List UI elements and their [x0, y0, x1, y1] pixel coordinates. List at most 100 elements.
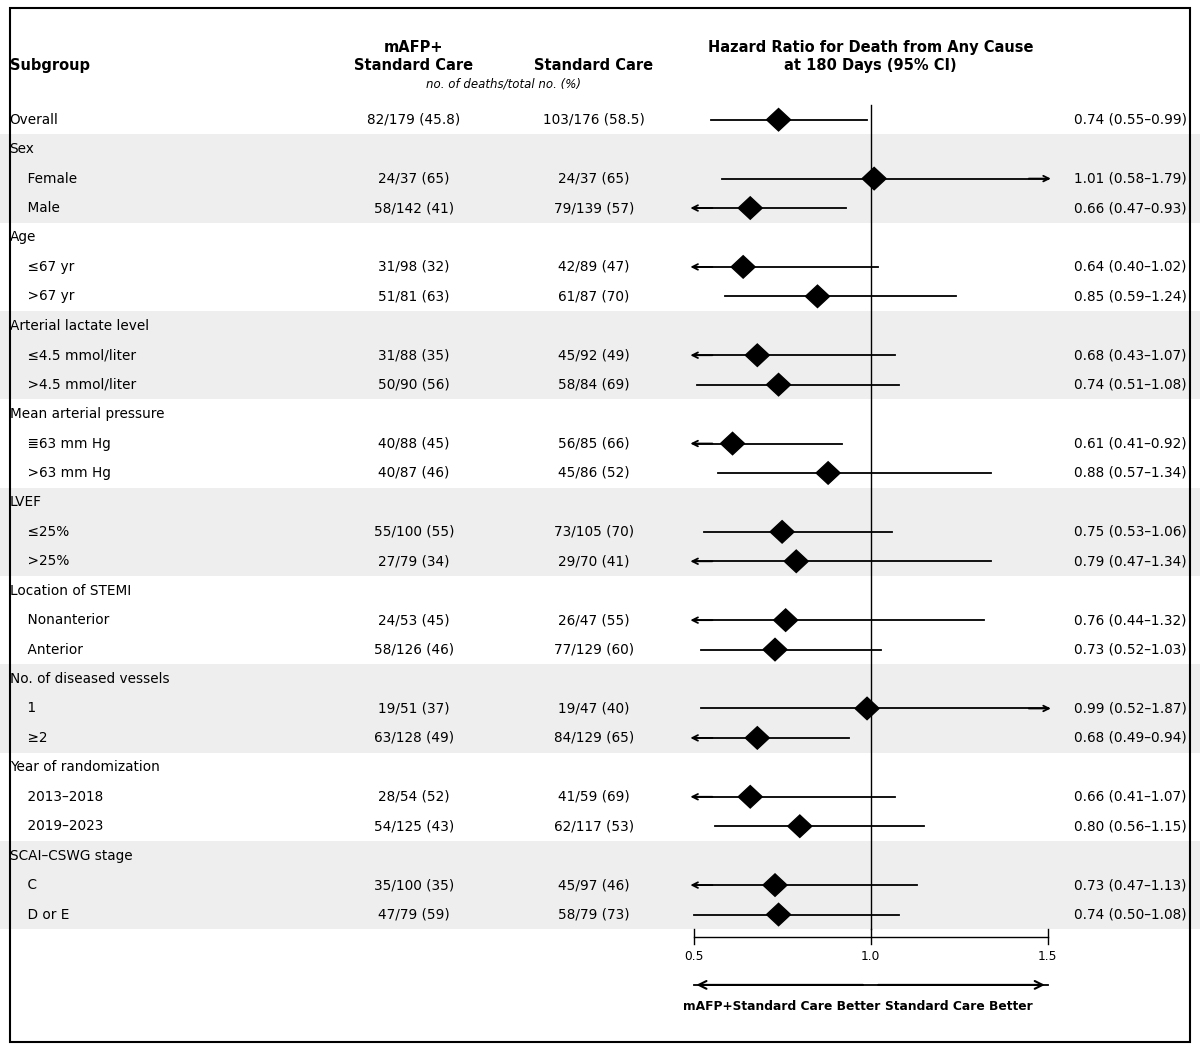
Bar	[0, 723, 1200, 753]
Polygon shape	[767, 374, 791, 396]
Polygon shape	[816, 462, 840, 484]
Text: 47/79 (59): 47/79 (59)	[378, 907, 450, 922]
Text: 45/86 (52): 45/86 (52)	[558, 466, 630, 480]
Text: 62/117 (53): 62/117 (53)	[554, 819, 634, 834]
Bar	[0, 547, 1200, 576]
Polygon shape	[856, 697, 880, 719]
Text: 58/84 (69): 58/84 (69)	[558, 378, 630, 392]
Text: 50/90 (56): 50/90 (56)	[378, 378, 450, 392]
Polygon shape	[738, 785, 762, 807]
Polygon shape	[745, 727, 769, 749]
Text: 1: 1	[10, 701, 36, 715]
Text: 40/88 (45): 40/88 (45)	[378, 437, 450, 450]
Text: ≤4.5 mmol/liter: ≤4.5 mmol/liter	[10, 349, 136, 362]
Text: 51/81 (63): 51/81 (63)	[378, 290, 450, 303]
Bar	[0, 134, 1200, 164]
Bar	[0, 193, 1200, 223]
Bar	[0, 900, 1200, 929]
Text: 31/98 (32): 31/98 (32)	[378, 260, 450, 274]
Bar	[0, 870, 1200, 900]
Polygon shape	[774, 609, 798, 631]
Polygon shape	[770, 521, 794, 543]
Polygon shape	[767, 903, 791, 926]
Text: 0.73 (0.52–1.03): 0.73 (0.52–1.03)	[1074, 643, 1187, 656]
Text: 58/142 (41): 58/142 (41)	[374, 201, 454, 215]
Text: Anterior: Anterior	[10, 643, 83, 656]
Text: 84/129 (65): 84/129 (65)	[554, 731, 634, 744]
Text: Overall: Overall	[10, 112, 59, 127]
Polygon shape	[763, 638, 787, 660]
Text: Standard Care: Standard Care	[534, 58, 654, 72]
Text: ≤67 yr: ≤67 yr	[10, 260, 74, 274]
Text: 1.0: 1.0	[860, 950, 881, 963]
Text: 0.73 (0.47–1.13): 0.73 (0.47–1.13)	[1074, 878, 1187, 892]
Text: Age: Age	[10, 230, 36, 245]
Bar	[0, 694, 1200, 723]
Text: 0.66 (0.41–1.07): 0.66 (0.41–1.07)	[1074, 790, 1187, 804]
Text: ≣63 mm Hg: ≣63 mm Hg	[10, 437, 110, 450]
Text: 35/100 (35): 35/100 (35)	[374, 878, 454, 892]
Text: 56/85 (66): 56/85 (66)	[558, 437, 630, 450]
Text: 54/125 (43): 54/125 (43)	[374, 819, 454, 834]
Text: 27/79 (34): 27/79 (34)	[378, 554, 450, 568]
Text: Standard Care: Standard Care	[354, 58, 474, 72]
Text: 2013–2018: 2013–2018	[10, 790, 103, 804]
Text: >67 yr: >67 yr	[10, 290, 74, 303]
Text: Arterial lactate level: Arterial lactate level	[10, 319, 149, 333]
Text: Standard Care Better: Standard Care Better	[886, 1000, 1033, 1012]
Text: 19/47 (40): 19/47 (40)	[558, 701, 630, 715]
Text: 77/129 (60): 77/129 (60)	[554, 643, 634, 656]
Text: Nonanterior: Nonanterior	[10, 613, 109, 627]
Bar	[0, 841, 1200, 870]
Text: Mean arterial pressure: Mean arterial pressure	[10, 407, 164, 421]
Polygon shape	[738, 196, 762, 219]
Text: 24/37 (65): 24/37 (65)	[378, 171, 450, 186]
Text: D or E: D or E	[10, 907, 68, 922]
Text: Sex: Sex	[10, 142, 35, 156]
Text: 0.79 (0.47–1.34): 0.79 (0.47–1.34)	[1074, 554, 1187, 568]
Text: Location of STEMI: Location of STEMI	[10, 584, 131, 597]
Text: 40/87 (46): 40/87 (46)	[378, 466, 450, 480]
Polygon shape	[787, 815, 811, 838]
Bar	[0, 311, 1200, 340]
Text: 0.74 (0.51–1.08): 0.74 (0.51–1.08)	[1074, 378, 1187, 392]
Text: 29/70 (41): 29/70 (41)	[558, 554, 630, 568]
Text: 0.99 (0.52–1.87): 0.99 (0.52–1.87)	[1074, 701, 1187, 715]
Text: 0.74 (0.50–1.08): 0.74 (0.50–1.08)	[1074, 907, 1187, 922]
Text: 24/37 (65): 24/37 (65)	[558, 171, 630, 186]
Text: 0.76 (0.44–1.32): 0.76 (0.44–1.32)	[1074, 613, 1187, 627]
Polygon shape	[745, 344, 769, 366]
Text: 24/53 (45): 24/53 (45)	[378, 613, 450, 627]
Text: 45/92 (49): 45/92 (49)	[558, 349, 630, 362]
Text: 0.85 (0.59–1.24): 0.85 (0.59–1.24)	[1074, 290, 1187, 303]
Polygon shape	[720, 433, 744, 455]
Text: Subgroup: Subgroup	[10, 58, 90, 72]
Bar	[0, 487, 1200, 518]
Text: >25%: >25%	[10, 554, 68, 568]
Text: 0.61 (0.41–0.92): 0.61 (0.41–0.92)	[1074, 437, 1187, 450]
Text: SCAI–CSWG stage: SCAI–CSWG stage	[10, 848, 132, 863]
Text: LVEF: LVEF	[10, 496, 42, 509]
Text: Year of randomization: Year of randomization	[10, 760, 160, 774]
Text: >63 mm Hg: >63 mm Hg	[10, 466, 110, 480]
Text: 0.5: 0.5	[684, 950, 703, 963]
Text: 0.80 (0.56–1.15): 0.80 (0.56–1.15)	[1074, 819, 1187, 834]
Bar	[0, 340, 1200, 370]
Polygon shape	[785, 550, 809, 572]
Text: at 180 Days (95% CI): at 180 Days (95% CI)	[785, 58, 956, 72]
Text: 63/128 (49): 63/128 (49)	[374, 731, 454, 744]
Text: 26/47 (55): 26/47 (55)	[558, 613, 630, 627]
Text: mAFP+Standard Care Better: mAFP+Standard Care Better	[684, 1000, 881, 1012]
Text: 31/88 (35): 31/88 (35)	[378, 349, 450, 362]
Text: 41/59 (69): 41/59 (69)	[558, 790, 630, 804]
Text: no. of deaths/total no. (%): no. of deaths/total no. (%)	[426, 78, 582, 90]
Text: 73/105 (70): 73/105 (70)	[554, 525, 634, 539]
Text: 45/97 (46): 45/97 (46)	[558, 878, 630, 892]
Text: No. of diseased vessels: No. of diseased vessels	[10, 672, 169, 686]
Polygon shape	[731, 256, 755, 278]
Text: 79/139 (57): 79/139 (57)	[554, 201, 634, 215]
Text: 42/89 (47): 42/89 (47)	[558, 260, 630, 274]
Polygon shape	[862, 167, 886, 190]
Text: 0.74 (0.55–0.99): 0.74 (0.55–0.99)	[1074, 112, 1187, 127]
Text: 0.75 (0.53–1.06): 0.75 (0.53–1.06)	[1074, 525, 1187, 539]
